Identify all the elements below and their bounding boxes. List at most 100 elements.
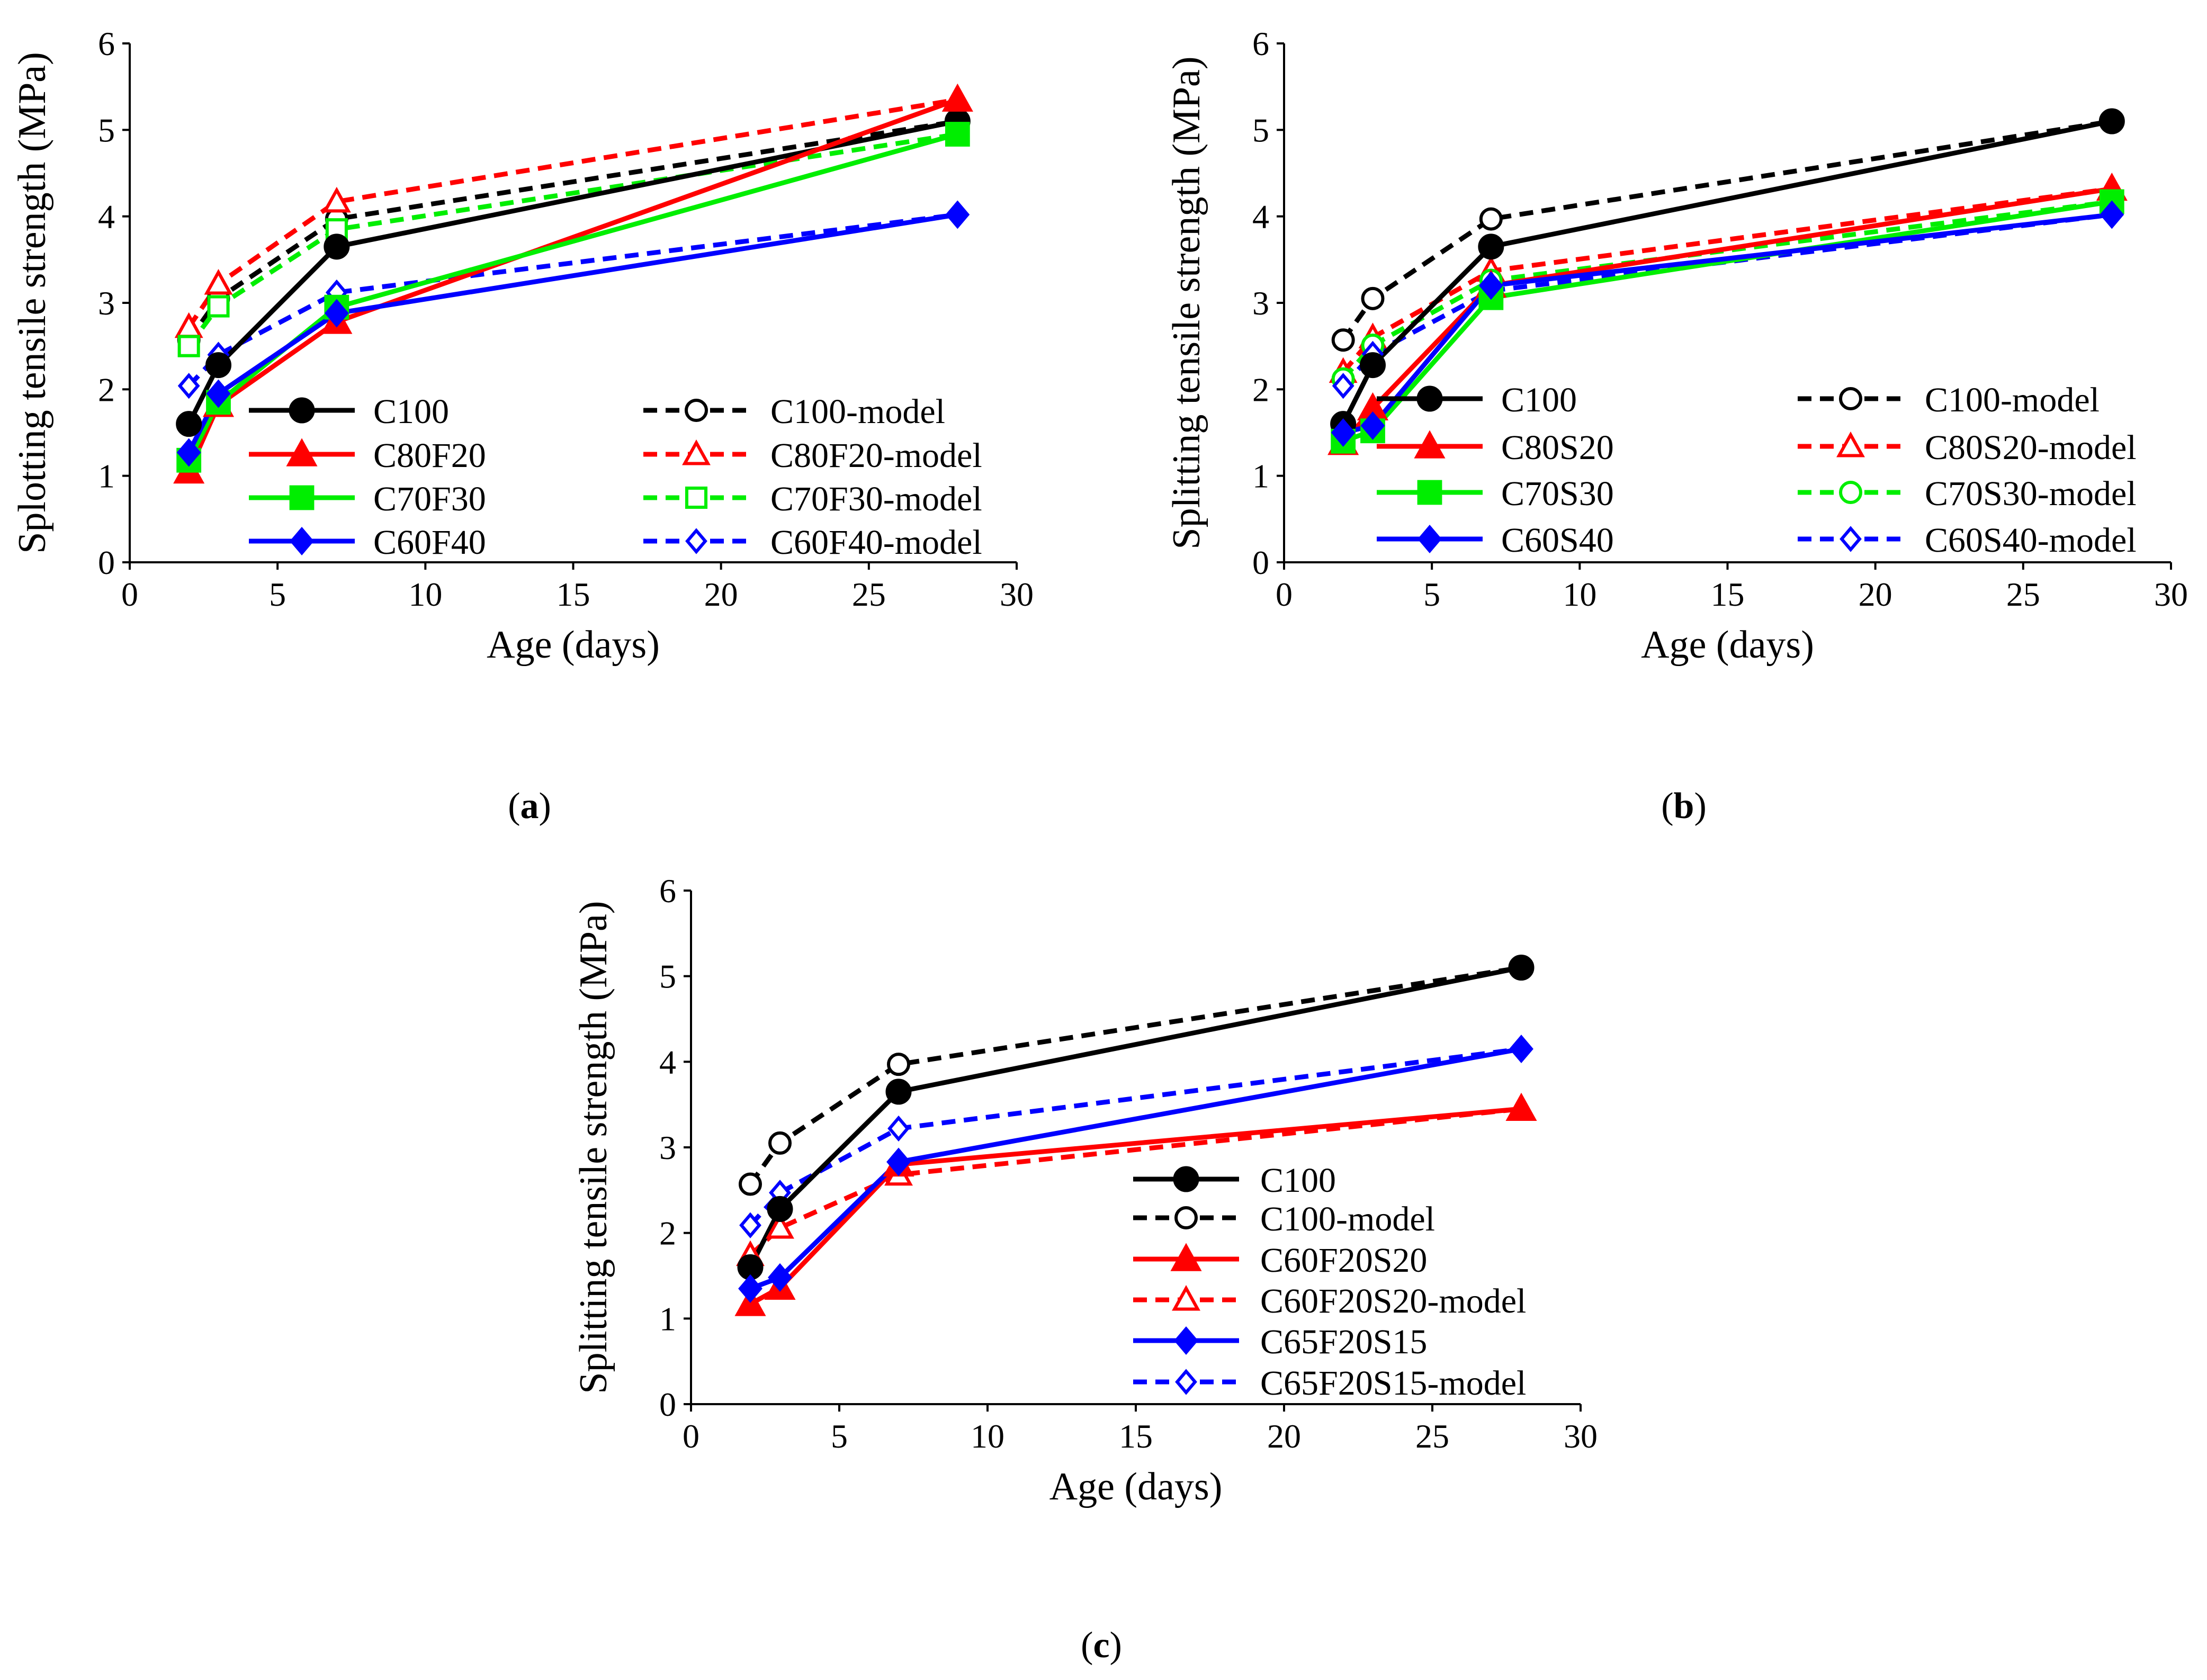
series-line-b-c60s40-model bbox=[1341, 212, 2112, 388]
legend-marker-b-c80s20 bbox=[1414, 430, 1446, 459]
legend-label-a-c70f30-model: C70F30-model bbox=[770, 480, 982, 518]
legend-label-b-c80s20-model: C80S20-model bbox=[1925, 428, 2137, 467]
data-point-c-c100-model-7 bbox=[887, 1053, 910, 1076]
y-tick-label-b-3: 3 bbox=[1252, 284, 1269, 322]
x-tick-label-a-30: 30 bbox=[1000, 576, 1034, 613]
y-tick-label-a-4: 4 bbox=[98, 198, 115, 236]
y-tick-label-a-3: 3 bbox=[98, 284, 115, 322]
data-point-b-c100-model-7 bbox=[1479, 207, 1503, 231]
legend-label-a-c100-model: C100-model bbox=[770, 392, 945, 431]
series-line-b-c70s30-model bbox=[1341, 199, 2112, 381]
x-tick-label-b-20: 20 bbox=[1859, 576, 1892, 613]
y-tick-label-c-2: 2 bbox=[659, 1215, 676, 1252]
data-point-a-c80f20-28 bbox=[941, 83, 973, 112]
legend-label-a-c80f20-model: C80F20-model bbox=[770, 436, 982, 475]
data-point-b-c60s40-model-2 bbox=[1332, 373, 1354, 399]
panel-b: 0 1 2 3 4 5 6 0 5 10 15 20 25 30 Age (days) Splitting t… bbox=[1165, 25, 2188, 667]
x-tick-label-a-10: 10 bbox=[408, 576, 442, 613]
y-axis-title-a: Splotting tensile strength (MPa) bbox=[11, 52, 54, 554]
x-tick-label-a-5: 5 bbox=[269, 576, 286, 613]
x-tick-label-c-25: 25 bbox=[1415, 1417, 1449, 1455]
data-point-c-c65f20s15-2 bbox=[738, 1274, 762, 1303]
legend-label-b-c70s30: C70S30 bbox=[1501, 474, 1614, 513]
data-point-a-c70f30-28 bbox=[945, 122, 970, 147]
panel-label-a: (a) bbox=[508, 786, 551, 826]
y-tick-label-c-6: 6 bbox=[659, 872, 676, 910]
data-point-a-c80f20-model-3 bbox=[204, 269, 233, 295]
legend-label-b-c70s30-model: C70S30-model bbox=[1925, 474, 2137, 513]
series-line-a-c80f20 bbox=[186, 97, 958, 473]
y-tick-label-c-3: 3 bbox=[659, 1129, 676, 1166]
legend-marker-a-c80f20-model bbox=[682, 439, 711, 465]
legend-label-b-c60s40-model: C60S40-model bbox=[1925, 521, 2137, 560]
legend-marker-b-c80s20-model bbox=[1836, 431, 1865, 457]
series-line-c-c60f20s20 bbox=[749, 1106, 1522, 1306]
y-tick-label-a-1: 1 bbox=[98, 457, 115, 495]
legend-label-a-c100: C100 bbox=[373, 392, 449, 431]
panel-label-b: (b) bbox=[1661, 786, 1707, 826]
panel-label-c: (c) bbox=[1081, 1625, 1122, 1666]
legend-b: C100 C80S20 C70S30 C60S40 C100-model C80S20-m… bbox=[1377, 381, 2137, 560]
series-line-c-c100 bbox=[748, 965, 1522, 1269]
y-tick-label-b-0: 0 bbox=[1252, 544, 1269, 581]
legend-marker-b-c100 bbox=[1416, 385, 1443, 412]
data-point-a-c60f40-model-2 bbox=[177, 373, 200, 399]
data-point-b-c100-model-2 bbox=[1331, 328, 1355, 352]
legend-label-c-c65f20s15: C65F20S15 bbox=[1260, 1323, 1427, 1361]
x-tick-label-a-25: 25 bbox=[852, 576, 886, 613]
series-line-c-c65f20s15 bbox=[749, 1046, 1522, 1291]
y-tick-label-b-2: 2 bbox=[1252, 371, 1269, 408]
x-tick-label-b-25: 25 bbox=[2006, 576, 2040, 613]
y-tick-label-c-4: 4 bbox=[659, 1043, 676, 1081]
series-line-a-c60f40-model bbox=[187, 212, 958, 388]
series-line-a-c100-model bbox=[187, 119, 958, 342]
series-line-a-c70f30-model bbox=[187, 132, 958, 348]
data-point-b-c100-3 bbox=[1360, 352, 1386, 379]
series-line-a-c60f40 bbox=[186, 212, 958, 454]
series-line-a-c80f20-model bbox=[186, 97, 958, 329]
y-tick-label-a-0: 0 bbox=[98, 544, 115, 581]
legend-marker-a-c70f30 bbox=[289, 485, 315, 510]
x-tick-label-a-0: 0 bbox=[121, 576, 138, 613]
x-axis-title-b: Age (days) bbox=[1641, 623, 1814, 667]
legend-label-c-c60f20s20-model: C60F20S20-model bbox=[1260, 1282, 1526, 1320]
legend-marker-b-c60s40 bbox=[1417, 525, 1442, 553]
data-point-c-c100-7 bbox=[885, 1079, 912, 1105]
data-point-a-c100-7 bbox=[324, 233, 350, 260]
legend-marker-b-c60s40-model bbox=[1840, 526, 1862, 552]
x-tick-label-c-0: 0 bbox=[683, 1417, 699, 1455]
legend-label-b-c100-model: C100-model bbox=[1925, 381, 2100, 419]
x-tick-label-c-30: 30 bbox=[1564, 1417, 1598, 1455]
series-line-c-c65f20s15-model bbox=[748, 1046, 1522, 1227]
data-point-a-c60f40-7 bbox=[324, 299, 349, 328]
x-tick-label-a-15: 15 bbox=[557, 576, 590, 613]
data-point-c-c65f20s15-model-7 bbox=[887, 1115, 910, 1142]
y-tick-label-b-6: 6 bbox=[1252, 25, 1269, 62]
x-axis-title-a: Age (days) bbox=[487, 623, 660, 667]
legend-marker-c-c60f20s20-model bbox=[1172, 1284, 1200, 1311]
legend-label-b-c80s20: C80S20 bbox=[1501, 428, 1614, 467]
y-tick-label-c-5: 5 bbox=[659, 958, 676, 995]
legend-marker-c-c60f20s20 bbox=[1170, 1243, 1202, 1271]
y-tick-label-b-1: 1 bbox=[1252, 457, 1269, 495]
legend-label-a-c60f40-model: C60F40-model bbox=[770, 523, 982, 562]
x-tick-label-b-5: 5 bbox=[1423, 576, 1440, 613]
legend-marker-a-c100 bbox=[289, 397, 315, 424]
legend-label-c-c100: C100 bbox=[1260, 1161, 1336, 1200]
legend-marker-c-c100 bbox=[1173, 1166, 1199, 1192]
data-point-a-c60f40-28 bbox=[945, 200, 970, 229]
data-point-a-c100-3 bbox=[205, 352, 231, 379]
y-axis-title-b: Splitting tensile strength (MPa) bbox=[1165, 56, 1208, 549]
legend-marker-c-c65f20s15 bbox=[1174, 1326, 1198, 1355]
legend-label-b-c100: C100 bbox=[1501, 381, 1577, 419]
series-line-b-c100-model bbox=[1341, 119, 2113, 342]
data-point-b-c100-7 bbox=[1478, 233, 1504, 260]
series-line-b-c80s20 bbox=[1341, 186, 2113, 445]
data-point-c-c60f20s20-model-3 bbox=[766, 1212, 794, 1239]
data-point-a-c60f40-2 bbox=[176, 438, 201, 467]
legend-label-c-c65f20s15-model: C65F20S15-model bbox=[1260, 1364, 1526, 1403]
data-point-b-c60s40-7 bbox=[1478, 271, 1503, 300]
y-tick-label-c-1: 1 bbox=[659, 1300, 676, 1337]
data-point-c-c60f20s20-28 bbox=[1505, 1092, 1537, 1121]
legend-marker-b-c100-model bbox=[1839, 387, 1862, 410]
